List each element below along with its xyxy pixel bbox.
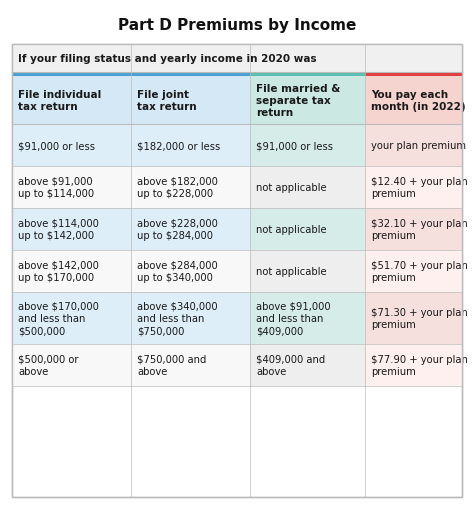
Bar	[365, 209, 462, 250]
Bar	[12, 73, 131, 125]
Bar	[365, 292, 462, 344]
Bar	[250, 73, 365, 77]
Bar	[365, 125, 462, 167]
Bar	[131, 209, 250, 250]
Bar	[365, 250, 462, 292]
Text: above $91,000
and less than
$409,000: above $91,000 and less than $409,000	[256, 301, 331, 336]
Text: above $114,000
up to $142,000: above $114,000 up to $142,000	[18, 218, 99, 241]
Bar	[12, 125, 131, 167]
Bar	[250, 250, 365, 292]
Text: $500,000 or
above: $500,000 or above	[18, 354, 79, 376]
Text: $91,000 or less: $91,000 or less	[18, 141, 95, 150]
Text: Part D Premiums by Income: Part D Premiums by Income	[118, 18, 356, 33]
Text: above $340,000
and less than
$750,000: above $340,000 and less than $750,000	[137, 301, 218, 336]
Text: above $284,000
up to $340,000: above $284,000 up to $340,000	[137, 260, 218, 283]
Bar	[131, 344, 250, 386]
Bar	[131, 73, 250, 125]
Bar	[131, 73, 250, 77]
Text: $409,000 and
above: $409,000 and above	[256, 354, 326, 376]
Bar	[250, 125, 365, 167]
Bar	[12, 167, 131, 209]
Text: File joint
tax return: File joint tax return	[137, 89, 197, 112]
Text: above $228,000
up to $284,000: above $228,000 up to $284,000	[137, 218, 218, 241]
Bar	[250, 167, 365, 209]
Bar	[12, 45, 462, 73]
Bar	[365, 73, 462, 77]
Text: your plan premium: your plan premium	[371, 141, 466, 150]
Bar	[250, 73, 365, 125]
Bar	[365, 167, 462, 209]
Text: not applicable: not applicable	[256, 267, 327, 276]
Bar	[131, 167, 250, 209]
Text: $32.10 + your plan
premium: $32.10 + your plan premium	[371, 218, 468, 241]
Text: above $91,000
up to $114,000: above $91,000 up to $114,000	[18, 176, 94, 199]
Bar	[250, 292, 365, 344]
Text: $71.30 + your plan
premium: $71.30 + your plan premium	[371, 307, 468, 330]
Bar	[131, 250, 250, 292]
Text: $51.70 + your plan
premium: $51.70 + your plan premium	[371, 260, 468, 283]
Text: above $182,000
up to $228,000: above $182,000 up to $228,000	[137, 176, 218, 199]
Text: $12.40 + your plan
premium: $12.40 + your plan premium	[371, 176, 468, 199]
Text: File individual
tax return: File individual tax return	[18, 89, 101, 112]
Text: $91,000 or less: $91,000 or less	[256, 141, 334, 150]
Bar	[12, 292, 131, 344]
Bar	[131, 292, 250, 344]
Bar	[12, 45, 462, 497]
Bar	[250, 344, 365, 386]
Text: If your filing status and yearly income in 2020 was: If your filing status and yearly income …	[18, 54, 317, 64]
Text: $77.90 + your plan
premium: $77.90 + your plan premium	[371, 354, 468, 376]
Bar	[365, 73, 462, 125]
Text: $750,000 and
above: $750,000 and above	[137, 354, 207, 376]
Bar	[365, 344, 462, 386]
Text: above $170,000
and less than
$500,000: above $170,000 and less than $500,000	[18, 301, 99, 336]
Text: File married &
separate tax
return: File married & separate tax return	[256, 83, 341, 118]
Bar	[131, 125, 250, 167]
Bar	[12, 73, 131, 77]
Text: $182,000 or less: $182,000 or less	[137, 141, 220, 150]
Text: not applicable: not applicable	[256, 183, 327, 192]
Text: above $142,000
up to $170,000: above $142,000 up to $170,000	[18, 260, 99, 283]
Bar	[12, 250, 131, 292]
Text: You pay each
month (in 2022): You pay each month (in 2022)	[371, 89, 466, 112]
Bar	[12, 45, 462, 497]
Text: not applicable: not applicable	[256, 225, 327, 234]
Bar	[250, 209, 365, 250]
Bar	[12, 209, 131, 250]
Bar	[12, 344, 131, 386]
